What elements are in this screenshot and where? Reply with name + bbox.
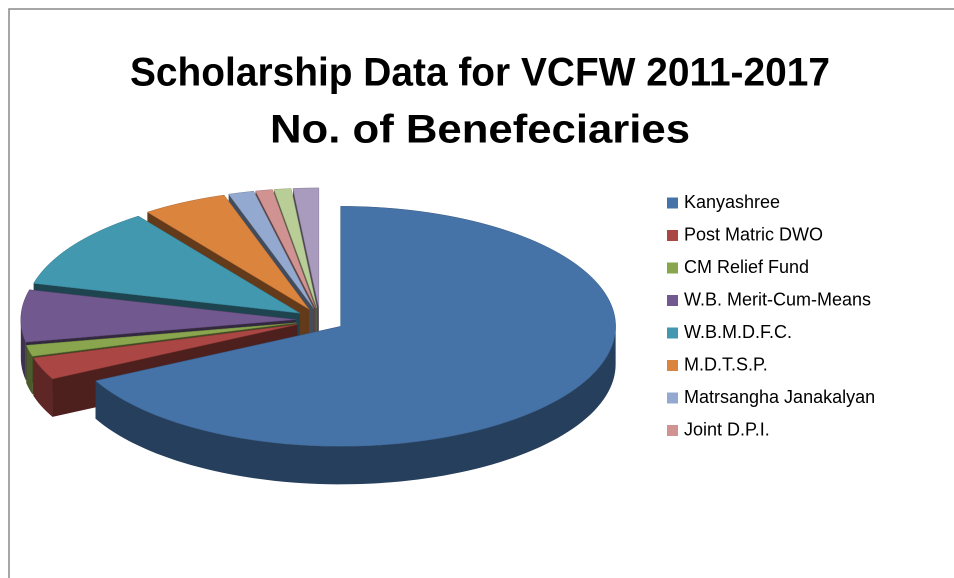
legend-swatch bbox=[667, 360, 678, 371]
legend-label: Kanyashree bbox=[684, 192, 780, 212]
legend-label: CM Relief Fund bbox=[684, 257, 809, 277]
pie bbox=[20, 187, 616, 485]
legend-swatch bbox=[667, 392, 678, 404]
chart-subtitle: No. of Benefeciaries bbox=[270, 108, 690, 152]
slice-top bbox=[20, 289, 296, 343]
legend-label: Matrsangha Janakalyan bbox=[684, 387, 875, 407]
legend-label: Post Matric DWO bbox=[684, 224, 823, 244]
slice-top bbox=[146, 194, 310, 310]
legend-swatch bbox=[667, 230, 678, 241]
legend-swatch bbox=[667, 327, 678, 339]
slice-top bbox=[228, 190, 314, 309]
slice-top bbox=[95, 206, 616, 447]
slice-top bbox=[25, 322, 297, 357]
slice-top bbox=[32, 324, 298, 380]
legend-label: W.B.M.D.F.C. bbox=[684, 322, 792, 342]
legend-swatch bbox=[667, 295, 678, 306]
chart-title: Scholarship Data for VCFW 2011-2017 bbox=[130, 51, 830, 95]
legend-swatch bbox=[667, 262, 678, 274]
legend-swatch bbox=[667, 197, 678, 209]
slice-wall bbox=[20, 319, 26, 381]
legend: Kanyashree Post Matric DWO CM Relief Fund W… bbox=[667, 192, 875, 439]
slice-wall bbox=[26, 345, 33, 395]
slice-top bbox=[255, 189, 316, 309]
legend-label: M.D.T.S.P. bbox=[684, 354, 768, 374]
slice-wall bbox=[33, 357, 53, 417]
slice-top bbox=[292, 187, 320, 308]
slice-wall bbox=[95, 326, 616, 485]
legend-swatch bbox=[667, 425, 678, 436]
slice bbox=[95, 206, 616, 485]
slice-top bbox=[273, 188, 318, 309]
legend-label: W.B. Merit-Cum-Means bbox=[684, 289, 871, 309]
slice-top bbox=[33, 215, 301, 314]
legend-label: Joint D.P.I. bbox=[684, 419, 770, 439]
slice-side bbox=[33, 324, 298, 396]
